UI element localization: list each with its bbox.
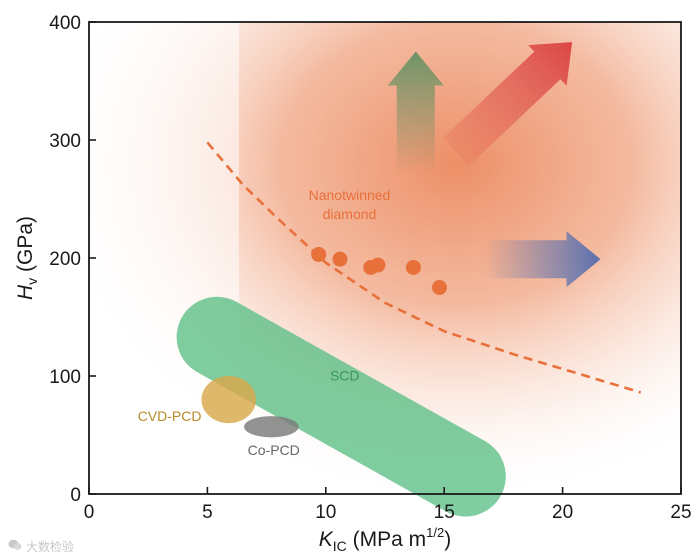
nanotwinned-label-line: Nanotwinned <box>309 187 391 203</box>
y-tick-label: 100 <box>49 367 81 388</box>
data-point <box>405 259 421 275</box>
y-tick-label: 200 <box>49 249 81 270</box>
x-axis-superscript: 1/2 <box>426 525 444 540</box>
region-scd-label: SCD <box>330 368 360 384</box>
annotations: Nanotwinned diamond <box>309 187 391 222</box>
wechat-icon <box>8 539 22 554</box>
trend-line <box>206 141 642 394</box>
y-axis-subscript: v <box>24 278 40 285</box>
nanotwinned-label-line: diamond <box>323 206 377 222</box>
x-axis-unit: (MPa m <box>347 528 426 551</box>
y-axis-unit: (GPa) <box>14 216 37 278</box>
y-axis-symbol: H <box>14 284 37 300</box>
right-arrow <box>484 231 601 288</box>
x-tick-label: 20 <box>552 502 573 523</box>
region-co-pcd-label: Co-PCD <box>248 442 300 458</box>
region-scd <box>176 296 506 517</box>
region-cvd-pcd <box>201 376 256 424</box>
x-tick-label: 25 <box>670 502 691 523</box>
data-point <box>311 246 327 262</box>
x-axis-unit-close: ) <box>444 528 451 551</box>
up-arrow <box>387 51 444 173</box>
axis-ticks: 0 5 10 15 20 25 0 100 200 300 400 <box>49 13 691 523</box>
data-point <box>370 257 386 273</box>
x-axis-title: KIC (MPa m1/2) <box>319 525 451 554</box>
x-axis-subscript: IC <box>333 538 347 554</box>
y-tick-label: 300 <box>49 131 81 152</box>
data-point <box>332 251 348 267</box>
x-tick-label: 5 <box>202 502 213 523</box>
x-axis-symbol: K <box>319 528 334 551</box>
watermark-text: 大数检验 <box>26 540 75 554</box>
region-cvd-pcd-label: CVD-PCD <box>138 408 202 424</box>
y-tick-label: 0 <box>70 485 81 506</box>
regions: SCD CVD-PCD Co-PCD <box>138 296 506 517</box>
nanotwinned-label: Nanotwinned diamond <box>309 187 391 222</box>
region-co-pcd <box>244 416 299 438</box>
watermark: 大数检验 <box>8 538 74 555</box>
x-tick-label: 0 <box>84 502 95 523</box>
diagonal-arrow <box>443 42 573 166</box>
y-tick-label: 400 <box>49 13 81 34</box>
arrows <box>387 42 601 288</box>
data-point <box>431 280 447 295</box>
data-points <box>311 246 447 295</box>
x-tick-label: 15 <box>434 502 455 523</box>
x-tick-label: 10 <box>315 502 336 523</box>
y-axis-title: Hv (GPa) <box>14 216 40 300</box>
